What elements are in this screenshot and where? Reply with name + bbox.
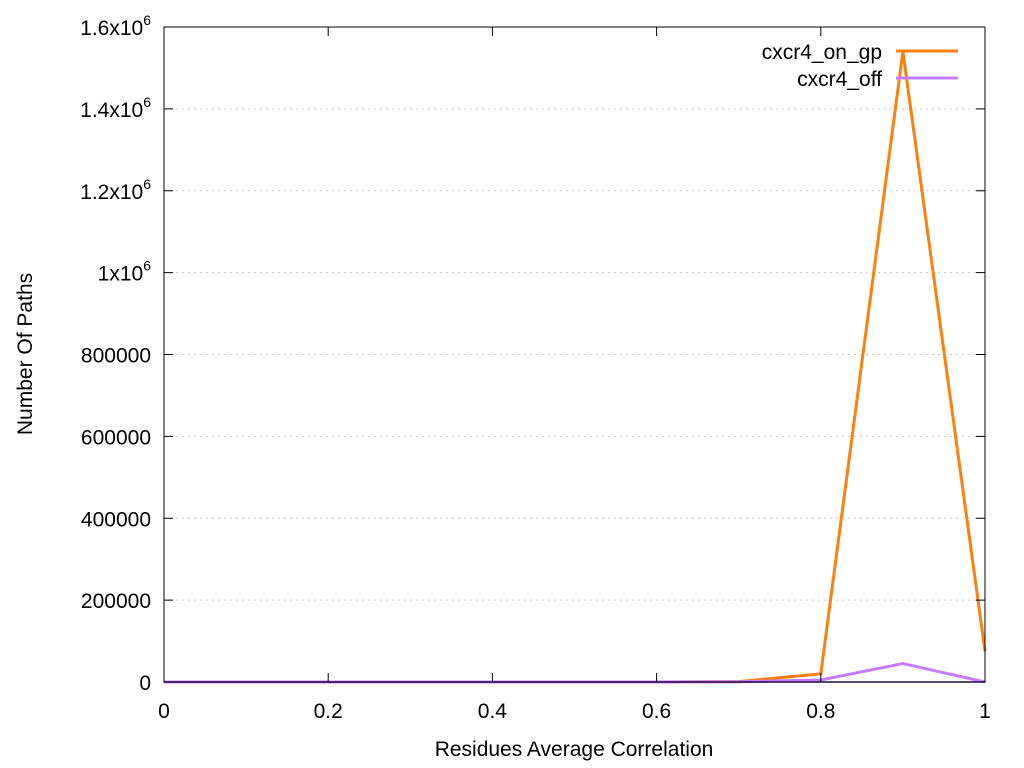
y-tick-labels: 0 200000 400000 600000 800000 1x106 1.2x106 1.4…: [80, 12, 151, 695]
y-tick-label: 1.4x106: [80, 94, 151, 122]
series-line-cxcr4_on_gp: [164, 51, 987, 684]
x-tick-label: 0.6: [642, 700, 671, 723]
y-tick-label: 1.2x106: [80, 176, 151, 204]
y-tick-exponent: 6: [143, 258, 151, 274]
y-tick-exponent: 6: [143, 176, 151, 192]
y-tick-label: 800000: [81, 345, 151, 368]
x-tick-label: 0.2: [314, 700, 343, 723]
y-tick-label: 200000: [81, 590, 151, 613]
y-tick-label: 1.6x106: [80, 12, 151, 40]
y-tick-exponent: 6: [143, 94, 151, 110]
y-tick-label: 1x106: [98, 258, 152, 286]
x-axis-title: Residues Average Correlation: [435, 738, 714, 761]
y-tick-exponent: 6: [143, 12, 151, 28]
x-tick-labels: 0 0.2 0.4 0.6 0.8 1: [158, 700, 991, 723]
y-axis-title: Number Of Paths: [14, 273, 37, 435]
y-tick-label: 0: [139, 672, 151, 695]
x-tick-label: 0: [158, 700, 170, 723]
x-tick-label: 0.4: [478, 700, 508, 723]
axis-ticks: [163, 26, 986, 683]
x-tick-label: 1: [979, 700, 991, 723]
legend: cxcr4_on_gp cxcr4_off: [762, 41, 958, 91]
y-tick-label: 600000: [81, 426, 151, 449]
series-lines: [163, 51, 987, 684]
series-line-cxcr4_off: [164, 662, 986, 684]
legend-label: cxcr4_on_gp: [762, 41, 882, 64]
y-tick-label: 400000: [81, 508, 151, 531]
legend-label: cxcr4_off: [797, 68, 882, 91]
x-tick-label: 0.8: [806, 700, 835, 723]
grid-lines: [164, 108, 985, 601]
